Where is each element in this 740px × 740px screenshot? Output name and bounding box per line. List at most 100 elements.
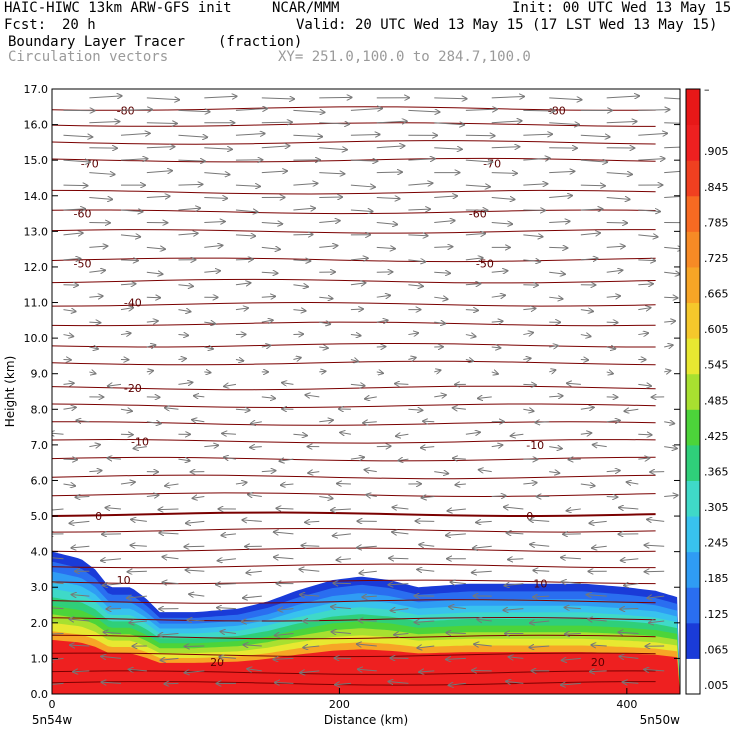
vector-arrow <box>549 247 567 248</box>
vector-arrow <box>261 471 276 472</box>
vector-arrow <box>303 646 320 648</box>
vector-arrow <box>664 345 673 347</box>
x-end-label-left: 5n54w <box>32 713 73 727</box>
vector-arrow <box>52 433 64 434</box>
colorbar-swatch <box>686 480 700 517</box>
vector-arrow <box>465 160 492 162</box>
vector-arrow <box>71 546 90 548</box>
vector-arrow <box>408 333 418 335</box>
colorbar-swatch <box>686 124 700 161</box>
vector-arrow <box>350 335 361 336</box>
vector-arrow <box>491 147 520 148</box>
vector-arrow <box>434 272 450 273</box>
colorbar-label: .485 <box>704 394 729 407</box>
vector-arrow <box>507 533 524 534</box>
vector-arrow <box>161 658 179 660</box>
vector-arrow <box>638 133 667 135</box>
vector-arrow <box>638 434 651 435</box>
vector-arrow <box>319 347 328 348</box>
vector-arrow <box>363 422 377 423</box>
vector-arrow <box>129 621 147 623</box>
vector-arrow <box>247 669 262 671</box>
vector-arrow <box>664 122 680 124</box>
vector-arrow <box>453 408 466 410</box>
vector-arrow <box>395 384 409 385</box>
vector-arrow <box>606 121 637 122</box>
vector-arrow <box>293 260 310 261</box>
vector-arrow <box>129 669 147 670</box>
vector-arrow <box>333 583 351 584</box>
vectors-label: Circulation vectors <box>8 49 169 65</box>
vector-arrow <box>305 395 320 397</box>
vector-arrow <box>606 173 632 175</box>
vector-arrow <box>503 609 524 611</box>
y-tick-label: 0.0 <box>31 688 49 701</box>
contour-label: -70 <box>81 158 99 171</box>
vector-arrow <box>235 283 251 285</box>
vector-arrow <box>350 309 363 310</box>
vector-arrow <box>293 434 306 435</box>
vector-arrow <box>359 571 377 573</box>
vector-arrow <box>511 434 524 436</box>
contour-label: -80 <box>117 104 135 117</box>
y-tick-label: 6.0 <box>31 474 49 487</box>
vector-arrow <box>477 619 492 621</box>
vector-arrow <box>178 359 185 360</box>
vector-arrow <box>159 533 179 534</box>
colorbar-label: .065 <box>704 643 729 656</box>
vector-arrow <box>593 445 607 447</box>
contour-line <box>52 342 656 348</box>
y-tick-label: 3.0 <box>31 581 49 594</box>
vector-arrow <box>606 372 613 374</box>
vector-arrow <box>120 284 135 285</box>
vector-arrow <box>186 570 205 571</box>
x-tick-label: 0 <box>49 698 56 711</box>
vector-arrow <box>376 295 390 297</box>
vector-arrow <box>120 333 131 334</box>
vector-arrow <box>261 171 287 173</box>
vector-arrow <box>102 682 122 683</box>
vector-arrow <box>178 459 189 461</box>
vector-arrow <box>562 658 581 660</box>
circulation-vectors <box>52 96 680 685</box>
vector-arrow <box>649 621 665 623</box>
vector-arrow <box>244 645 262 646</box>
vector-arrow <box>408 110 439 112</box>
y-tick-label: 9.0 <box>31 368 49 381</box>
vector-arrow <box>434 472 448 474</box>
vector-arrow <box>101 559 122 561</box>
vector-arrow <box>434 98 466 99</box>
vector-arrow <box>222 433 236 434</box>
vector-arrow <box>423 421 435 422</box>
y-tick-label: 5.0 <box>31 510 49 523</box>
vector-arrow <box>301 545 320 546</box>
vector-arrow <box>293 135 322 136</box>
vector-arrow <box>664 247 680 249</box>
vector-arrow <box>261 397 275 399</box>
vector-arrow <box>224 457 237 459</box>
vector-arrow <box>479 470 492 472</box>
vector-arrow <box>335 683 351 684</box>
vector-arrow <box>606 347 616 349</box>
vector-arrow <box>523 358 530 359</box>
colorbar-label: .845 <box>704 181 729 194</box>
vector-arrow <box>89 471 101 472</box>
forecast-hours: 20 h <box>62 17 96 33</box>
vector-arrow <box>204 198 227 199</box>
contour-label: -60 <box>469 208 487 221</box>
vector-arrow <box>590 671 607 672</box>
vector-arrow <box>562 582 581 584</box>
x-end-label-right: 5n50w <box>640 713 681 727</box>
vector-arrow <box>350 160 377 161</box>
vector-arrow <box>465 284 481 285</box>
vector-arrow <box>89 296 102 297</box>
colorbar-swatch <box>686 302 700 339</box>
vector-arrow <box>120 210 143 212</box>
contour-line <box>52 492 656 498</box>
vector-arrow <box>644 670 665 671</box>
vector-arrow <box>235 235 255 236</box>
vector-arrow <box>453 458 466 459</box>
vector-arrow <box>192 420 205 422</box>
vector-arrow <box>162 582 179 583</box>
